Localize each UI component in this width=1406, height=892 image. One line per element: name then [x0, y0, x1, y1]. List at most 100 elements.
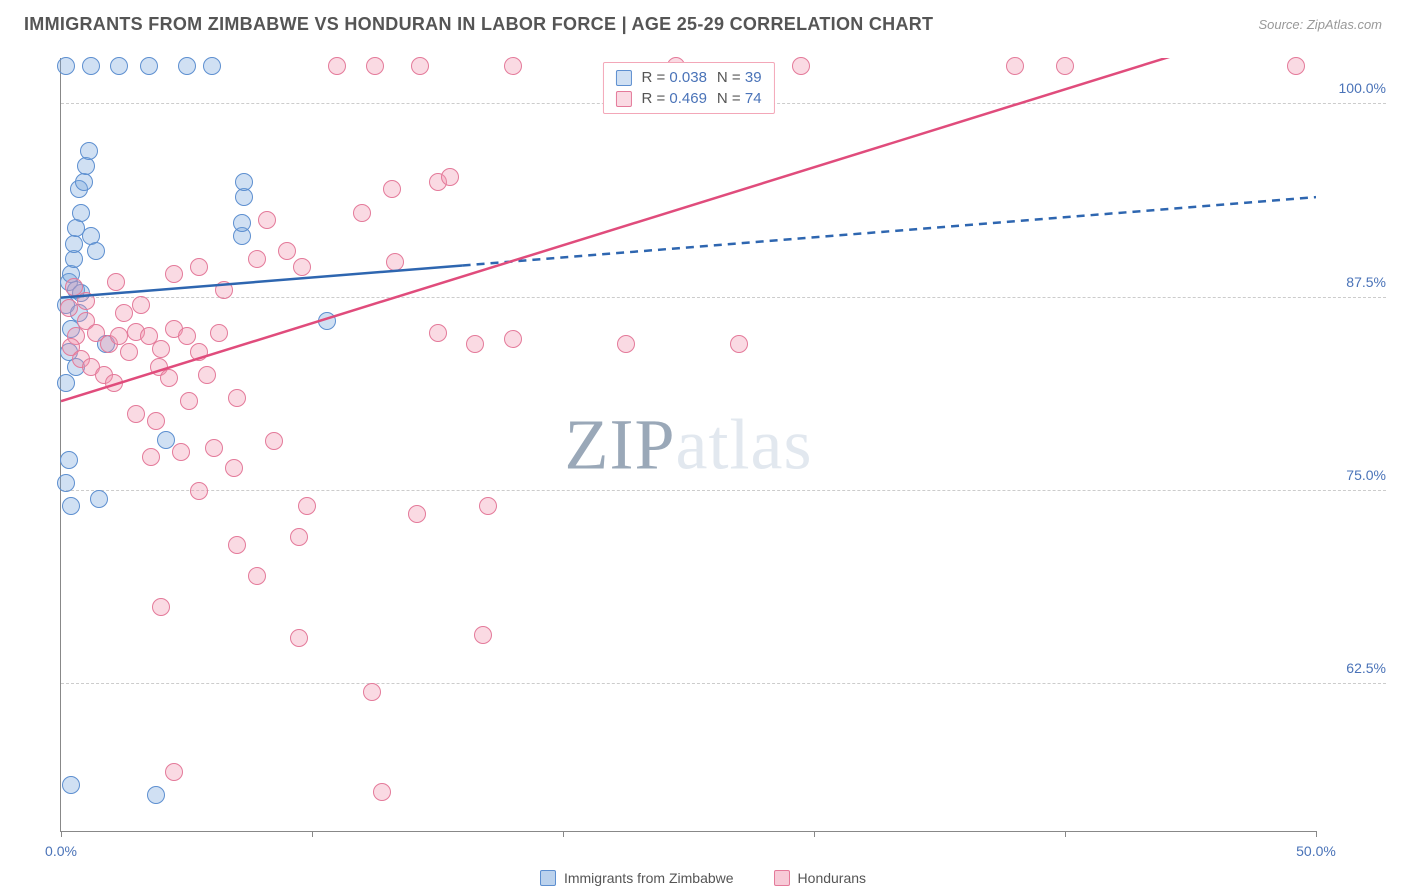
data-point [105, 374, 123, 392]
data-point [1056, 57, 1074, 75]
data-point [228, 536, 246, 554]
legend-r: R = 0.469 [641, 90, 706, 107]
data-point [190, 482, 208, 500]
data-point [298, 497, 316, 515]
data-point [318, 312, 336, 330]
data-point [363, 683, 381, 701]
x-tick [61, 831, 62, 837]
data-point [278, 242, 296, 260]
y-tick-label: 62.5% [1326, 660, 1386, 676]
legend-item: Hondurans [774, 870, 867, 886]
data-point [57, 57, 75, 75]
watermark: ZIPatlas [565, 403, 813, 486]
data-point [293, 258, 311, 276]
data-point [373, 783, 391, 801]
data-point [132, 296, 150, 314]
x-tick [814, 831, 815, 837]
data-point [152, 340, 170, 358]
y-tick-label: 100.0% [1326, 80, 1386, 96]
x-tick-label: 0.0% [45, 843, 77, 859]
data-point [77, 157, 95, 175]
data-point [65, 278, 83, 296]
y-tick-label: 87.5% [1326, 274, 1386, 290]
data-point [178, 57, 196, 75]
data-point [80, 142, 98, 160]
data-point [290, 629, 308, 647]
watermark-part2: atlas [676, 404, 813, 484]
correlation-legend: R = 0.038N = 39R = 0.469N = 74 [602, 62, 774, 114]
legend-swatch [774, 870, 790, 886]
data-point [265, 432, 283, 450]
gridline-h [61, 297, 1386, 298]
legend-item: Immigrants from Zimbabwe [540, 870, 734, 886]
data-point [441, 168, 459, 186]
data-point [429, 324, 447, 342]
legend-row: R = 0.469 N = 74 [615, 88, 761, 109]
legend-swatch [540, 870, 556, 886]
data-point [235, 188, 253, 206]
data-point [353, 204, 371, 222]
data-point [248, 250, 266, 268]
x-tick [1316, 831, 1317, 837]
data-point [328, 57, 346, 75]
data-point [75, 173, 93, 191]
x-tick-label: 50.0% [1296, 843, 1336, 859]
chart-title: IMMIGRANTS FROM ZIMBABWE VS HONDURAN IN … [24, 14, 933, 35]
data-point [228, 389, 246, 407]
data-point [210, 324, 228, 342]
data-point [233, 214, 251, 232]
data-point [366, 57, 384, 75]
series-legend: Immigrants from Zimbabwe Hondurans [0, 870, 1406, 886]
data-point [147, 412, 165, 430]
chart-container: In Labor Force | Age 25-29 ZIPatlas R = … [0, 48, 1406, 892]
y-tick-label: 75.0% [1326, 467, 1386, 483]
data-point [730, 335, 748, 353]
data-point [57, 374, 75, 392]
data-point [165, 763, 183, 781]
data-point [190, 343, 208, 361]
data-point [290, 528, 308, 546]
legend-label: Immigrants from Zimbabwe [564, 870, 734, 886]
data-point [215, 281, 233, 299]
data-point [1006, 57, 1024, 75]
data-point [157, 431, 175, 449]
data-point [90, 490, 108, 508]
data-point [504, 57, 522, 75]
x-tick [312, 831, 313, 837]
data-point [147, 786, 165, 804]
data-point [504, 330, 522, 348]
source-attribution: Source: ZipAtlas.com [1258, 17, 1382, 32]
data-point [203, 57, 221, 75]
data-point [178, 327, 196, 345]
data-point [160, 369, 178, 387]
data-point [127, 405, 145, 423]
data-point [72, 204, 90, 222]
data-point [62, 497, 80, 515]
legend-swatch [615, 70, 631, 86]
data-point [115, 304, 133, 322]
data-point [142, 448, 160, 466]
data-point [225, 459, 243, 477]
data-point [107, 273, 125, 291]
data-point [62, 776, 80, 794]
gridline-h [61, 490, 1386, 491]
data-point [411, 57, 429, 75]
data-point [408, 505, 426, 523]
watermark-part1: ZIP [565, 404, 676, 484]
data-point [120, 343, 138, 361]
data-point [152, 598, 170, 616]
data-point [60, 451, 78, 469]
data-point [65, 250, 83, 268]
data-point [180, 392, 198, 410]
data-point [248, 567, 266, 585]
legend-n: N = 74 [717, 90, 762, 107]
data-point [60, 299, 78, 317]
data-point [474, 626, 492, 644]
data-point [479, 497, 497, 515]
plot-area: ZIPatlas R = 0.038N = 39R = 0.469N = 74 … [60, 58, 1316, 832]
data-point [235, 173, 253, 191]
data-point [82, 57, 100, 75]
data-point [205, 439, 223, 457]
data-point [110, 57, 128, 75]
data-point [77, 292, 95, 310]
